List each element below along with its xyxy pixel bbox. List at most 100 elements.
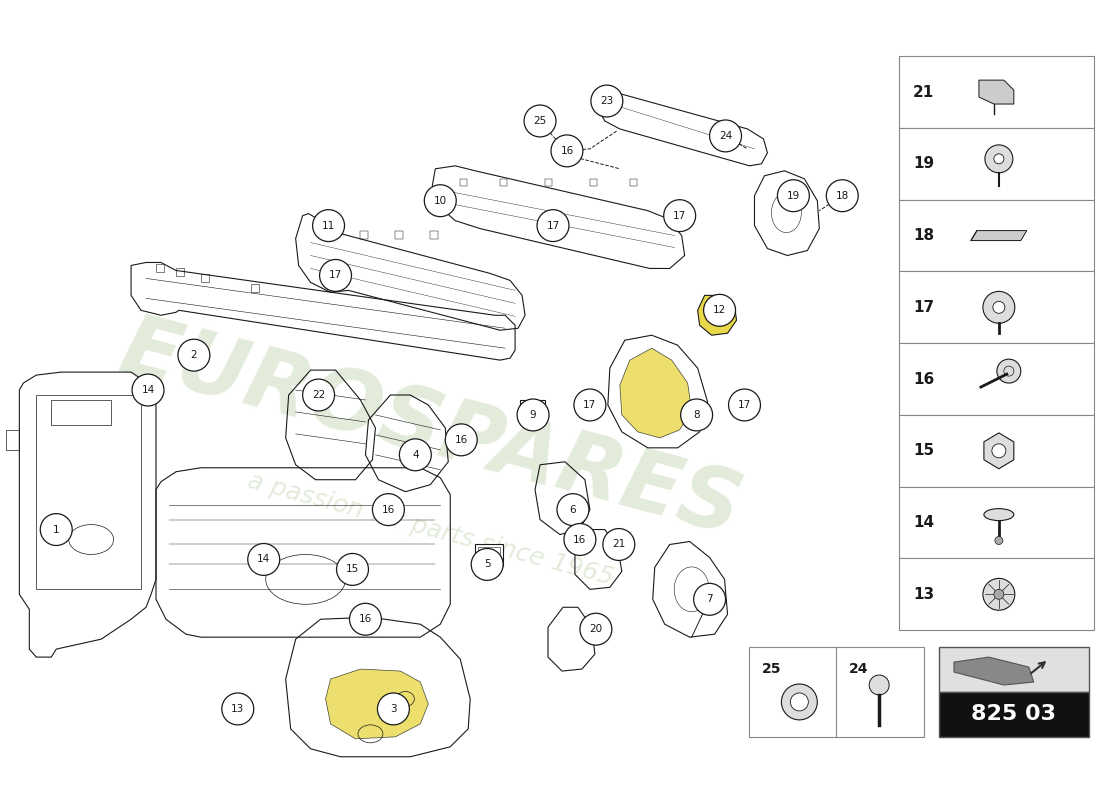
- Circle shape: [302, 379, 334, 411]
- Polygon shape: [326, 669, 428, 739]
- Text: 17: 17: [583, 400, 596, 410]
- Polygon shape: [697, 295, 737, 335]
- Circle shape: [564, 523, 596, 555]
- Circle shape: [320, 259, 352, 291]
- Text: 13: 13: [231, 704, 244, 714]
- Circle shape: [994, 537, 1003, 545]
- Circle shape: [728, 389, 760, 421]
- Text: 9: 9: [530, 410, 537, 420]
- FancyBboxPatch shape: [899, 271, 1093, 343]
- Text: 13: 13: [913, 587, 934, 602]
- Circle shape: [517, 399, 549, 431]
- FancyBboxPatch shape: [899, 486, 1093, 558]
- Text: 17: 17: [673, 210, 686, 221]
- Polygon shape: [971, 230, 1026, 241]
- Text: 23: 23: [601, 96, 614, 106]
- Circle shape: [983, 578, 1015, 610]
- Polygon shape: [979, 80, 1014, 104]
- Text: 20: 20: [590, 624, 603, 634]
- Circle shape: [993, 302, 1004, 314]
- Text: 17: 17: [329, 270, 342, 281]
- Text: 24: 24: [849, 662, 869, 676]
- Circle shape: [312, 210, 344, 242]
- FancyBboxPatch shape: [899, 56, 1093, 128]
- Text: 17: 17: [547, 221, 560, 230]
- Circle shape: [781, 684, 817, 720]
- Text: 17: 17: [738, 400, 751, 410]
- Circle shape: [710, 120, 741, 152]
- Text: 2: 2: [190, 350, 197, 360]
- Circle shape: [446, 424, 477, 456]
- Circle shape: [681, 399, 713, 431]
- Text: a passion for parts since 1965: a passion for parts since 1965: [245, 469, 616, 590]
- Text: 14: 14: [913, 515, 934, 530]
- Text: 3: 3: [390, 704, 397, 714]
- Circle shape: [778, 180, 810, 212]
- FancyBboxPatch shape: [749, 647, 924, 737]
- Circle shape: [337, 554, 368, 586]
- Circle shape: [377, 693, 409, 725]
- Text: 10: 10: [433, 196, 447, 206]
- FancyBboxPatch shape: [899, 128, 1093, 200]
- Text: 19: 19: [913, 156, 934, 171]
- Text: 12: 12: [713, 306, 726, 315]
- Polygon shape: [954, 657, 1034, 685]
- Text: 25: 25: [761, 662, 781, 676]
- Text: 14: 14: [142, 385, 155, 395]
- Circle shape: [603, 529, 635, 561]
- Polygon shape: [619, 348, 692, 438]
- Text: 18: 18: [836, 190, 849, 201]
- Text: 25: 25: [534, 116, 547, 126]
- Text: 4: 4: [412, 450, 419, 460]
- Circle shape: [399, 439, 431, 470]
- Circle shape: [997, 359, 1021, 383]
- Circle shape: [869, 675, 889, 695]
- Text: 16: 16: [382, 505, 395, 514]
- Circle shape: [350, 603, 382, 635]
- Circle shape: [984, 145, 1013, 173]
- Text: 15: 15: [345, 565, 359, 574]
- Circle shape: [471, 549, 503, 580]
- Text: 5: 5: [484, 559, 491, 570]
- Text: 24: 24: [719, 131, 733, 141]
- Circle shape: [983, 291, 1015, 323]
- FancyBboxPatch shape: [899, 558, 1093, 630]
- Text: 22: 22: [312, 390, 326, 400]
- Circle shape: [826, 180, 858, 212]
- Circle shape: [663, 200, 695, 231]
- Text: 21: 21: [613, 539, 626, 550]
- Polygon shape: [983, 433, 1014, 469]
- Text: 16: 16: [573, 534, 586, 545]
- FancyBboxPatch shape: [475, 545, 503, 566]
- Text: 21: 21: [913, 85, 934, 99]
- Circle shape: [992, 444, 1005, 458]
- Circle shape: [574, 389, 606, 421]
- FancyBboxPatch shape: [899, 415, 1093, 486]
- Circle shape: [524, 105, 556, 137]
- Text: 19: 19: [786, 190, 800, 201]
- Text: 17: 17: [913, 300, 934, 315]
- Text: 16: 16: [359, 614, 372, 624]
- Circle shape: [132, 374, 164, 406]
- Text: 8: 8: [693, 410, 700, 420]
- Circle shape: [248, 543, 279, 575]
- FancyBboxPatch shape: [939, 692, 1089, 737]
- Text: 18: 18: [913, 228, 934, 243]
- Circle shape: [580, 614, 612, 645]
- FancyBboxPatch shape: [520, 400, 544, 418]
- Text: 6: 6: [570, 505, 576, 514]
- Circle shape: [557, 494, 588, 526]
- Circle shape: [178, 339, 210, 371]
- Text: 16: 16: [454, 435, 467, 445]
- Text: 16: 16: [560, 146, 573, 156]
- FancyBboxPatch shape: [899, 200, 1093, 271]
- Text: 11: 11: [322, 221, 335, 230]
- Circle shape: [222, 693, 254, 725]
- Text: 15: 15: [913, 443, 934, 458]
- Circle shape: [994, 154, 1004, 164]
- Circle shape: [994, 590, 1004, 599]
- Circle shape: [591, 85, 623, 117]
- Circle shape: [373, 494, 405, 526]
- FancyBboxPatch shape: [899, 343, 1093, 415]
- FancyBboxPatch shape: [939, 647, 1089, 692]
